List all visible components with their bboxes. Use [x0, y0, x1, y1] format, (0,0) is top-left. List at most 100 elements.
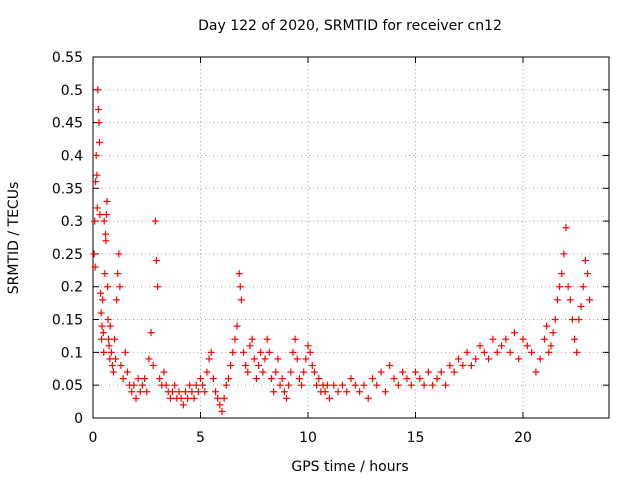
- data-point: [293, 355, 301, 363]
- data-point: [261, 355, 269, 363]
- data-point: [205, 355, 213, 363]
- data-point: [166, 394, 174, 402]
- data-point: [113, 296, 121, 304]
- data-point: [276, 381, 284, 389]
- data-point: [119, 375, 127, 383]
- data-point: [399, 368, 407, 376]
- data-point: [459, 361, 467, 369]
- data-point: [138, 381, 146, 389]
- data-point: [190, 394, 198, 402]
- data-point: [109, 368, 117, 376]
- data-point: [390, 375, 398, 383]
- data-point: [99, 296, 107, 304]
- y-tick-label: 0: [74, 411, 83, 427]
- data-point: [236, 283, 244, 291]
- data-point: [233, 322, 241, 330]
- data-point: [278, 375, 286, 383]
- data-point: [214, 394, 222, 402]
- data-point: [147, 329, 155, 337]
- data-point: [104, 335, 112, 343]
- data-point: [102, 211, 110, 219]
- data-point: [92, 151, 100, 159]
- data-point: [128, 388, 136, 396]
- data-point: [220, 394, 228, 402]
- data-point: [141, 375, 149, 383]
- data-point: [310, 368, 318, 376]
- data-point: [442, 381, 450, 389]
- data-point: [227, 361, 235, 369]
- data-point: [416, 375, 424, 383]
- data-point: [98, 335, 106, 343]
- data-point: [244, 368, 252, 376]
- data-point: [373, 381, 381, 389]
- data-point: [242, 361, 250, 369]
- data-point: [108, 361, 116, 369]
- y-tick-label: 0.25: [52, 247, 83, 263]
- data-point: [356, 388, 364, 396]
- y-tick-label: 0.05: [52, 378, 83, 394]
- data-point: [162, 381, 170, 389]
- data-point: [476, 342, 484, 350]
- data-point: [96, 211, 104, 219]
- data-point: [255, 361, 263, 369]
- data-point: [463, 348, 471, 356]
- x-tick-label: 15: [407, 430, 425, 446]
- y-tick-label: 0.3: [61, 214, 83, 230]
- data-point: [106, 322, 114, 330]
- data-point: [364, 394, 372, 402]
- data-point: [94, 106, 102, 114]
- data-point: [323, 381, 331, 389]
- data-point: [270, 388, 278, 396]
- data-point: [541, 335, 548, 343]
- data-point: [304, 342, 312, 350]
- data-point: [171, 381, 179, 389]
- data-point: [272, 368, 280, 376]
- y-axis-label: SRMTID / TECUs: [6, 182, 22, 295]
- data-point: [467, 361, 475, 369]
- grid-lines: [93, 57, 609, 418]
- data-point: [579, 283, 587, 291]
- data-point: [112, 355, 120, 363]
- data-point: [502, 335, 510, 343]
- data-point: [446, 361, 454, 369]
- plot-frame: [92, 56, 610, 419]
- data-point: [573, 348, 581, 356]
- data-point: [136, 388, 144, 396]
- data-point: [338, 381, 346, 389]
- y-tick-label: 0.5: [61, 83, 83, 99]
- data-point: [295, 375, 303, 383]
- data-point: [154, 283, 161, 291]
- data-point: [95, 138, 103, 146]
- data-point: [547, 342, 555, 350]
- data-point: [536, 355, 544, 363]
- data-point: [577, 302, 585, 310]
- data-point: [265, 348, 273, 356]
- data-point: [250, 355, 258, 363]
- data-point: [169, 388, 177, 396]
- data-point: [152, 256, 160, 264]
- data-point: [194, 388, 202, 396]
- data-point: [394, 381, 402, 389]
- data-point: [498, 342, 505, 350]
- data-point: [263, 335, 271, 343]
- data-point: [407, 381, 415, 389]
- data-point: [403, 375, 411, 383]
- data-point: [199, 381, 207, 389]
- data-point: [510, 329, 518, 337]
- data-point: [291, 335, 299, 343]
- data-point: [581, 256, 589, 264]
- data-point: [257, 348, 265, 356]
- y-tick-label: 0.55: [52, 50, 83, 66]
- data-point: [177, 394, 185, 402]
- data-point: [493, 348, 501, 356]
- data-point: [246, 342, 254, 350]
- data-point: [188, 388, 196, 396]
- data-point: [472, 355, 480, 363]
- data-point: [94, 86, 102, 94]
- data-point: [360, 381, 368, 389]
- data-point: [222, 381, 230, 389]
- data-point: [143, 388, 151, 396]
- data-point: [424, 368, 432, 376]
- data-point: [343, 388, 351, 396]
